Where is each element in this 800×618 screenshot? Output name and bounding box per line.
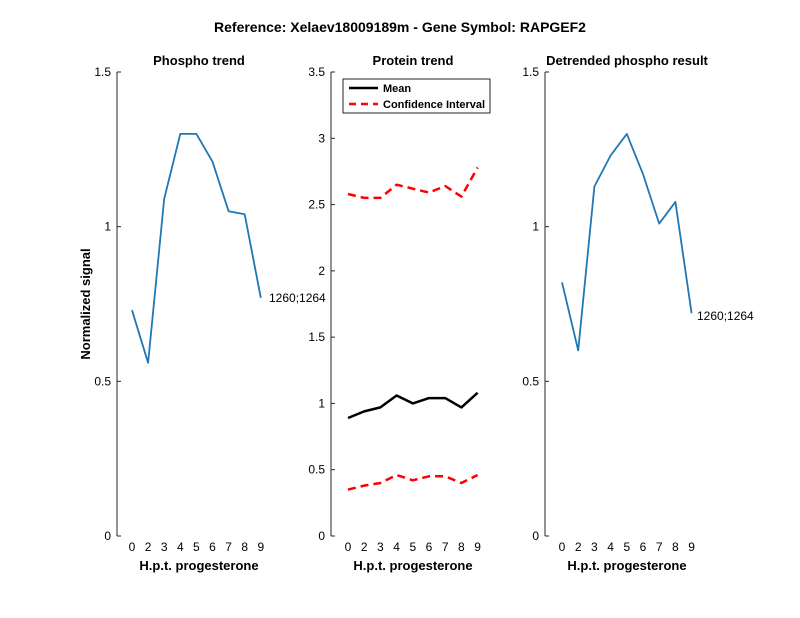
phospho-trend-x-label: H.p.t. progesterone xyxy=(139,558,258,573)
protein-trend-y-tick-label: 2.5 xyxy=(308,198,325,212)
protein-trend-legend: Mean Confidence Interval xyxy=(342,78,491,114)
protein-trend-y-tick-label: 3.5 xyxy=(308,65,325,79)
phospho-trend-y-tick-label: 0.5 xyxy=(94,374,111,388)
protein-trend-title: Protein trend xyxy=(373,53,454,68)
detrended-phospho-x-tick-label: 4 xyxy=(607,540,614,554)
protein-trend-x-tick-label: 2 xyxy=(361,540,368,554)
protein-trend-y-tick-label: 1.5 xyxy=(308,330,325,344)
protein-trend-series-mean-0 xyxy=(347,391,479,420)
phospho-trend-series-line-0 xyxy=(131,132,262,364)
protein-trend-series-confidence-interval-1 xyxy=(347,166,479,200)
detrended-phospho-x-tick-label: 8 xyxy=(672,540,679,554)
detrended-phospho-y-tick-label: 1.5 xyxy=(522,65,539,79)
phospho-trend-y-label: Normalized signal xyxy=(78,248,93,359)
phospho-trend-x-tick-label: 7 xyxy=(225,540,232,554)
phospho-trend-y-ticks: 0 0.5 1 1.5 xyxy=(94,65,121,543)
detrended-phospho-y-tick-label: 1 xyxy=(532,220,539,234)
protein-trend-lines xyxy=(347,166,479,491)
phospho-trend-x-tick-label: 6 xyxy=(209,540,216,554)
detrended-phospho-x-tick-label: 3 xyxy=(591,540,598,554)
phospho-trend-x-tick-label: 0 xyxy=(129,540,136,554)
detrended-phospho-x-tick-label: 5 xyxy=(623,540,630,554)
detrended-phospho-lines xyxy=(561,132,693,352)
protein-trend-y-tick-label: 0 xyxy=(318,529,325,543)
detrended-phospho-title: Detrended phospho result xyxy=(546,53,708,68)
detrended-phospho-x-tick-label: 2 xyxy=(575,540,582,554)
protein-trend-y-tick-label: 2 xyxy=(318,264,325,278)
detrended-phospho-y-tick-label: 0.5 xyxy=(522,374,539,388)
legend-mean-label: Mean xyxy=(383,83,411,95)
phospho-trend-x-tick-label: 9 xyxy=(257,540,264,554)
detrended-phospho-x-tick-label: 7 xyxy=(656,540,663,554)
detrended-phospho-series-line-0 xyxy=(561,132,693,352)
protein-trend-y-ticks: 0 0.5 1 1.5 2 2.5 3 3.5 xyxy=(308,65,335,543)
phospho-trend-x-tick-label: 4 xyxy=(177,540,184,554)
detrended-phospho-x-tick-label: 9 xyxy=(688,540,695,554)
phospho-trend-x-tick-label: 8 xyxy=(241,540,248,554)
detrended-phospho-y-ticks: 0 0.5 1 1.5 xyxy=(522,65,549,543)
protein-trend-y-tick-label: 0.5 xyxy=(308,463,325,477)
protein-trend-series-confidence-interval-2 xyxy=(347,473,479,491)
protein-trend-x-tick-label: 8 xyxy=(458,540,465,554)
legend-ci-label: Confidence Interval xyxy=(383,99,485,111)
protein-trend-x-tick-label: 5 xyxy=(409,540,416,554)
legend-box xyxy=(342,78,491,114)
protein-trend-y-tick-label: 3 xyxy=(318,131,325,145)
protein-trend-x-label: H.p.t. progesterone xyxy=(353,558,472,573)
protein-trend-x-tick-label: 6 xyxy=(426,540,433,554)
protein-trend-x-tick-label: 0 xyxy=(345,540,352,554)
phospho-trend-y-tick-label: 1.5 xyxy=(94,65,111,79)
phospho-trend-y-tick-label: 1 xyxy=(104,220,111,234)
phospho-trend-x-tick-label: 2 xyxy=(145,540,152,554)
protein-trend-x-tick-label: 9 xyxy=(474,540,481,554)
protein-trend-x-tick-label: 7 xyxy=(442,540,449,554)
protein-trend-x-tick-label: 4 xyxy=(393,540,400,554)
phospho-trend-x-tick-label: 3 xyxy=(161,540,168,554)
phospho-trend-annotation: 1260;1264 xyxy=(269,291,326,305)
detrended-phospho-annotation: 1260;1264 xyxy=(697,309,754,323)
detrended-phospho-x-tick-label: 0 xyxy=(559,540,566,554)
phospho-trend-x-tick-label: 5 xyxy=(193,540,200,554)
phospho-trend-title: Phospho trend xyxy=(153,53,245,68)
figure-title: Reference: Xelaev18009189m - Gene Symbol… xyxy=(214,19,586,35)
protein-trend-y-tick-label: 1 xyxy=(318,396,325,410)
protein-trend-x-tick-label: 3 xyxy=(377,540,384,554)
detrended-phospho-x-label: H.p.t. progesterone xyxy=(567,558,686,573)
detrended-phospho-x-tick-label: 6 xyxy=(640,540,647,554)
detrended-phospho-y-tick-label: 0 xyxy=(532,529,539,543)
phospho-trend-lines xyxy=(131,132,262,364)
phospho-trend-y-tick-label: 0 xyxy=(104,529,111,543)
